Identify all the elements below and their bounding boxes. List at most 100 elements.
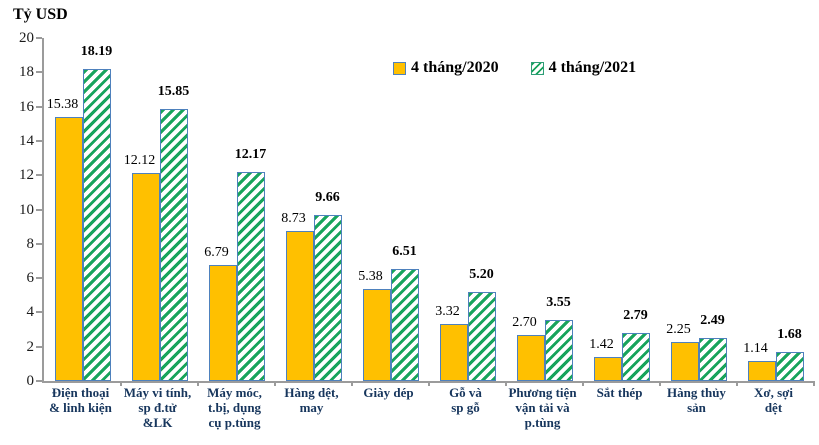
y-tick-mark — [36, 105, 42, 108]
y-tick-mark — [36, 311, 42, 314]
x-tick-mark — [428, 381, 430, 386]
legend-label-2021: 4 tháng/2021 — [548, 59, 637, 76]
category-label: Phương tiện vận tải và p.tùng — [508, 385, 577, 430]
bar-2021 — [82, 69, 111, 381]
y-tick-label: 4 — [26, 304, 35, 321]
value-label-2020: 2.25 — [666, 322, 691, 338]
bar-2021 — [544, 320, 573, 381]
value-label-2021: 6.51 — [392, 244, 417, 260]
y-tick-label: 18 — [19, 64, 34, 81]
legend-item-2020: 4 tháng/2020 — [393, 59, 499, 77]
category-group: 2.25 2.49 — [660, 38, 737, 381]
category-group: 12.12 15.85 — [121, 38, 198, 381]
bar-2020 — [439, 324, 468, 381]
bar-2021 — [236, 172, 265, 381]
value-label-2020: 1.14 — [743, 341, 768, 357]
x-tick-mark — [659, 381, 661, 386]
y-tick-label: 12 — [19, 167, 34, 184]
category-group: 6.79 12.17 — [198, 38, 275, 381]
bar-2021 — [698, 338, 727, 381]
value-label-2021: 3.55 — [546, 295, 571, 311]
y-tick-mark — [36, 37, 42, 39]
bar-2020 — [208, 264, 237, 381]
category-label: Máy vi tính, sp đ.tử &LK — [123, 385, 192, 430]
y-tick-mark — [36, 208, 42, 211]
y-tick-mark — [36, 345, 42, 348]
value-label-2020: 6.79 — [204, 244, 229, 260]
x-tick-mark — [197, 381, 199, 386]
x-tick-mark — [813, 381, 815, 386]
bar-2021 — [390, 269, 419, 381]
category-label: Hàng dệt, may — [284, 385, 339, 415]
y-tick-mark — [36, 71, 42, 74]
category-label: Gỗ và sp gỗ — [449, 385, 482, 415]
chart-legend: 4 tháng/2020 4 tháng/2021 — [393, 59, 636, 77]
bar-2021 — [159, 109, 188, 381]
legend-label-2020: 4 tháng/2020 — [411, 59, 499, 76]
x-tick-mark — [351, 381, 353, 386]
value-label-2020: 8.73 — [281, 211, 306, 227]
plot-area: 15.38 18.19 12.12 15.85 6.79 12.17 8.73 9.66 5.3… — [42, 38, 815, 386]
value-label-2020: 15.38 — [46, 97, 79, 113]
y-tick-label: 0 — [26, 373, 35, 389]
bar-2020 — [747, 361, 776, 381]
legend-item-2021: 4 tháng/2021 — [530, 59, 637, 77]
value-label-2021: 2.79 — [623, 308, 648, 324]
bar-2020 — [670, 342, 699, 381]
category-label: Hàng thủy sản — [667, 385, 726, 415]
value-label-2021: 2.49 — [700, 313, 725, 329]
value-label-2021: 15.85 — [157, 84, 190, 100]
category-group: 5.38 6.51 — [352, 38, 429, 381]
y-tick-mark — [36, 139, 42, 142]
category-label: Máy móc, t.bị, dụng cụ p.tùng — [207, 385, 262, 430]
category-label: Xơ, sợi dệt — [754, 385, 793, 415]
y-tick-label: 6 — [26, 270, 35, 287]
bar-2020 — [285, 231, 314, 381]
category-group: 8.73 9.66 — [275, 38, 352, 381]
bar-2020 — [516, 334, 545, 381]
value-label-2021: 18.19 — [80, 44, 113, 60]
bar-2020 — [362, 288, 391, 381]
category-group: 2.70 3.55 — [506, 38, 583, 381]
y-tick-label: 8 — [26, 235, 35, 252]
value-label-2021: 9.66 — [315, 190, 340, 206]
y-tick-label: 2 — [26, 338, 35, 355]
legend-hatch-swatch-icon — [530, 61, 544, 75]
legend-solid-swatch-icon — [393, 61, 406, 75]
category-label: Điện thoại & linh kiện — [49, 385, 112, 415]
x-tick-mark — [274, 381, 276, 386]
category-group: 15.38 18.19 — [44, 38, 121, 381]
value-label-2021: 12.17 — [234, 147, 267, 163]
y-tick-label: 14 — [19, 132, 34, 149]
y-tick-label: 16 — [19, 98, 34, 115]
y-tick-mark — [36, 380, 42, 382]
category-group: 1.42 2.79 — [583, 38, 660, 381]
bar-2021 — [775, 352, 804, 381]
value-label-2020: 3.32 — [435, 304, 460, 320]
bar-2021 — [621, 333, 650, 381]
x-tick-mark — [120, 381, 122, 386]
category-group: 3.32 5.20 — [429, 38, 506, 381]
x-tick-mark — [582, 381, 584, 386]
category-label: Sắt thép — [596, 385, 643, 400]
bar-2021 — [467, 291, 496, 381]
x-tick-mark — [736, 381, 738, 386]
category-label: Giày dép — [363, 385, 414, 400]
y-tick-mark — [36, 242, 42, 245]
value-label-2020: 12.12 — [123, 153, 156, 169]
bar-2020 — [131, 173, 160, 381]
value-label-2021: 5.20 — [469, 266, 494, 282]
bar-2020 — [593, 356, 622, 381]
value-label-2020: 2.70 — [512, 314, 537, 330]
y-tick-label: 10 — [19, 201, 34, 218]
value-label-2021: 1.68 — [777, 327, 802, 343]
y-tick-mark — [36, 174, 42, 177]
x-tick-mark — [505, 381, 507, 386]
bar-2021 — [313, 215, 342, 381]
y-tick-label: 20 — [19, 30, 34, 46]
value-label-2020: 1.42 — [589, 336, 614, 352]
value-label-2020: 5.38 — [358, 268, 383, 284]
y-tick-mark — [36, 277, 42, 280]
category-group: 1.14 1.68 — [737, 38, 814, 381]
bar-2020 — [54, 117, 83, 381]
